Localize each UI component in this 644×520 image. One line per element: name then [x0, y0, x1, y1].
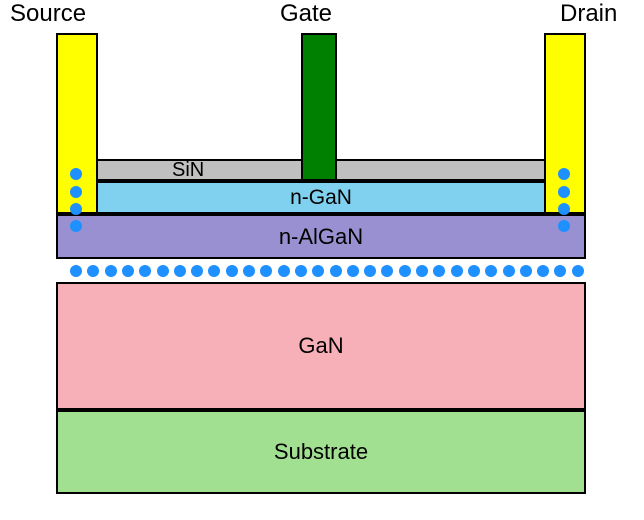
twodeg-dot: [70, 265, 82, 277]
twodeg-dot: [572, 265, 584, 277]
contact-dot: [70, 168, 82, 180]
contact-dot: [558, 168, 570, 180]
layer-n-algan-label: n-AlGaN: [279, 224, 363, 250]
twodeg-dot: [416, 265, 428, 277]
twodeg-dot: [554, 265, 566, 277]
layer-substrate-label: Substrate: [274, 439, 368, 465]
twodeg-dot: [537, 265, 549, 277]
twodeg-dot: [364, 265, 376, 277]
twodeg-dot: [312, 265, 324, 277]
gate-electrode: [301, 33, 337, 181]
twodeg-dot: [399, 265, 411, 277]
label-source: Source: [10, 0, 86, 28]
twodeg-dot: [468, 265, 480, 277]
contact-dot: [70, 220, 82, 232]
contact-dot: [70, 186, 82, 198]
twodeg-dot: [381, 265, 393, 277]
twodeg-dot: [503, 265, 515, 277]
twodeg-dot: [139, 265, 151, 277]
twodeg-dot: [243, 265, 255, 277]
twodeg-dot: [226, 265, 238, 277]
twodeg-dot: [330, 265, 342, 277]
twodeg-dot: [433, 265, 445, 277]
label-drain: Drain: [560, 0, 617, 28]
twodeg-dot: [87, 265, 99, 277]
twodeg-dot: [278, 265, 290, 277]
layer-gan-label: GaN: [298, 333, 343, 359]
transistor-cross-section: Source Gate Drain Substrate GaN n-AlGaN …: [0, 0, 644, 520]
layer-n-algan: n-AlGaN: [56, 214, 586, 259]
twodeg-dot: [485, 265, 497, 277]
layer-sin-label: SiN: [172, 159, 204, 182]
contact-dot: [558, 203, 570, 215]
twodeg-dot: [122, 265, 134, 277]
twodeg-dot: [105, 265, 117, 277]
twodeg-dot: [295, 265, 307, 277]
twodeg-dot: [451, 265, 463, 277]
layer-n-gan-label: n-GaN: [290, 186, 352, 210]
contact-dot: [558, 220, 570, 232]
twodeg-dot: [520, 265, 532, 277]
label-gate: Gate: [280, 0, 332, 28]
layer-substrate: Substrate: [56, 410, 586, 494]
layer-n-gan: n-GaN: [56, 181, 586, 214]
twodeg-dot: [208, 265, 220, 277]
twodeg-dot: [174, 265, 186, 277]
contact-dot: [70, 203, 82, 215]
contact-dot: [558, 186, 570, 198]
twodeg-dot: [191, 265, 203, 277]
layer-gan: GaN: [56, 282, 586, 410]
twodeg-dot: [260, 265, 272, 277]
twodeg-dot: [157, 265, 169, 277]
twodeg-dot: [347, 265, 359, 277]
